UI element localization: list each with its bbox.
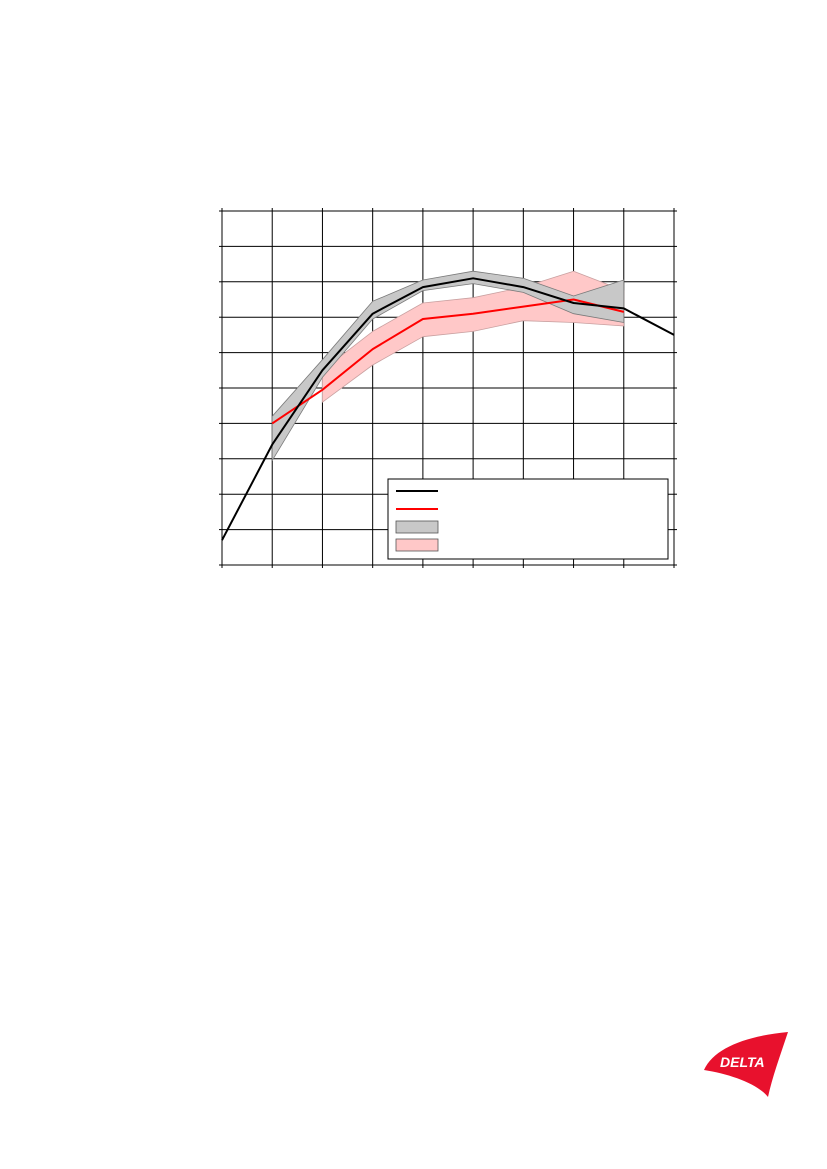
legend-box-swatch [395, 538, 439, 552]
plot-frame [221, 210, 675, 566]
legend [387, 478, 669, 560]
logo-text: DELTA [720, 1054, 765, 1070]
series-lines [221, 277, 675, 541]
series-line-black [221, 277, 675, 541]
legend-box-swatch [395, 520, 439, 534]
delta-logo: DELTA [704, 1032, 788, 1097]
band-grey [271, 270, 625, 462]
delta-logo-icon [704, 1032, 788, 1097]
